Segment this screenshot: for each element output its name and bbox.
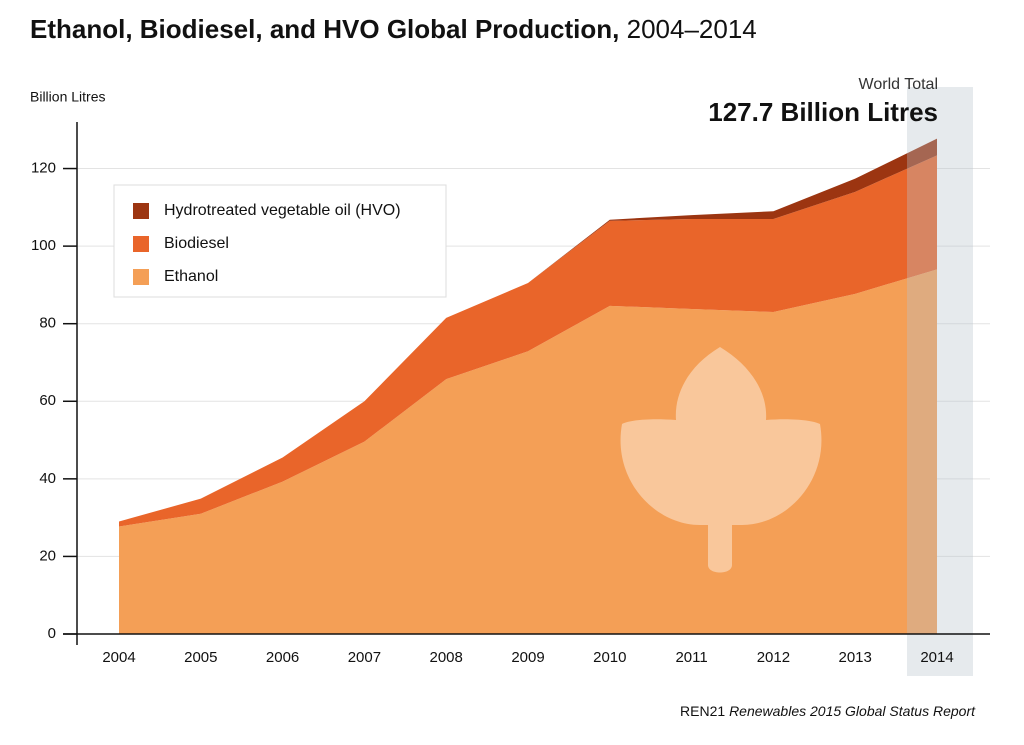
legend-label: Biodiesel [164, 235, 229, 252]
legend-label: Ethanol [164, 268, 218, 285]
x-tick-label: 2006 [266, 649, 299, 666]
axes: 0 20 40 60 80 100 120 2004 2005 2006 2007 2008 2009 2… [31, 122, 990, 666]
x-tick-label: 2009 [511, 649, 544, 666]
y-tick-label: 100 [31, 237, 56, 254]
legend-swatch [133, 269, 149, 285]
subtitle: 2004–2014 [627, 14, 757, 44]
leaf-icon [620, 347, 822, 573]
x-tick-label: 2012 [757, 649, 790, 666]
legend-swatch [133, 236, 149, 252]
y-axis-label: Billion Litres [30, 89, 105, 105]
legend-label: Hydrotreated vegetable oil (HVO) [164, 202, 401, 219]
annotation-value: 127.7 Billion Litres [708, 97, 938, 127]
x-tick-label: 2008 [430, 649, 463, 666]
leaf [620, 347, 822, 573]
area [119, 155, 937, 527]
x-tick-label: 2014 [920, 649, 953, 666]
title: Ethanol, Biodiesel, and HVO Global Produ… [30, 14, 619, 44]
highlight-band [907, 87, 973, 676]
x-tick-label: 2010 [593, 649, 626, 666]
source: REN21 Renewables 2015 Global Status Repo… [680, 703, 976, 719]
x-tick-label: 2007 [348, 649, 381, 666]
chart-title: Ethanol, Biodiesel, and HVO Global Produ… [30, 14, 757, 44]
y-tick-label: 20 [39, 547, 56, 564]
y-tick-label: 80 [39, 315, 56, 332]
y-tick-label: 40 [39, 470, 56, 487]
x-tick-label: 2005 [184, 649, 217, 666]
y-tick-label: 0 [48, 625, 56, 642]
x-tick-label: 2011 [675, 649, 707, 666]
legend: Hydrotreated vegetable oil (HVO) Biodiese… [113, 184, 447, 298]
legend-box [113, 184, 447, 298]
x-tick-label: 2013 [839, 649, 872, 666]
x-tick-label: 2004 [102, 649, 135, 666]
source-org: REN21 [680, 703, 725, 719]
y-tick-label: 60 [39, 392, 56, 409]
y-tick-label: 120 [31, 160, 56, 177]
source-title: Renewables 2015 Global Status Report [729, 703, 976, 719]
annotation-label: World Total [859, 76, 938, 93]
legend-swatch [133, 203, 149, 219]
